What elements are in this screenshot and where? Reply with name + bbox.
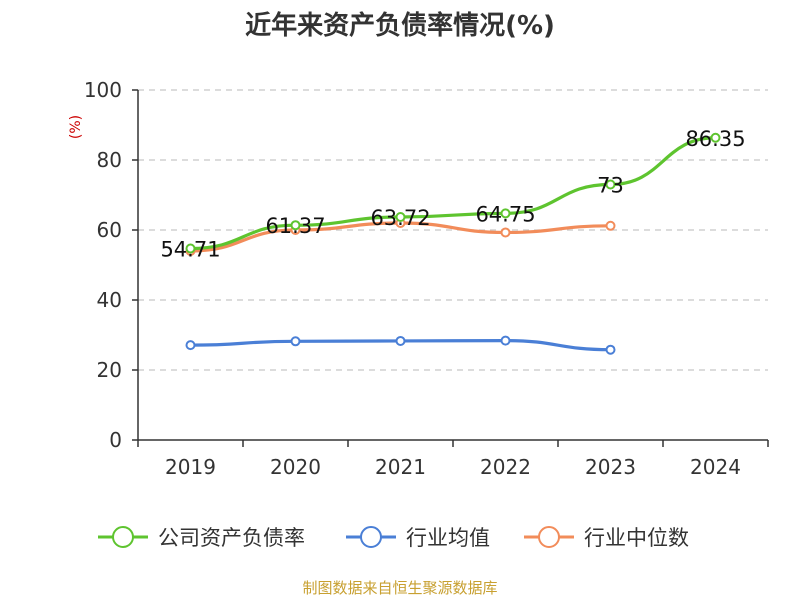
- x-tick-label: 2021: [375, 455, 426, 479]
- data-point: [395, 335, 406, 346]
- data-label: 86.35: [685, 127, 745, 151]
- data-label: 64.75: [475, 202, 535, 226]
- data-label: 61.37: [265, 214, 325, 238]
- data-point: [500, 335, 511, 346]
- data-label: 73: [597, 174, 624, 198]
- series-layer: [185, 132, 721, 355]
- data-point: [605, 179, 616, 190]
- x-tick-label: 2020: [270, 455, 321, 479]
- x-tick-label: 2024: [690, 455, 741, 479]
- legend-label: 行业均值: [406, 526, 490, 550]
- data-point: [500, 208, 511, 219]
- x-tick-label: 2019: [165, 455, 216, 479]
- data-point: [290, 336, 301, 347]
- y-tick-label: 20: [97, 358, 122, 382]
- y-tick-label: 80: [97, 148, 122, 172]
- grid-layer: [138, 89, 768, 371]
- axes-layer: 0 20 40 60 80 100 2019 2020 2021 2022 2023 2024: [84, 78, 769, 479]
- y-tick-label: 40: [97, 288, 122, 312]
- data-labels-layer: 54.71 61.37 63.72 64.75 73 86.35: [160, 127, 745, 262]
- legend-label: 公司资产负债率: [158, 526, 305, 550]
- y-tick-label: 60: [97, 218, 122, 242]
- data-point: [605, 344, 616, 355]
- data-point: [605, 220, 616, 231]
- y-tick-label: 100: [84, 78, 122, 102]
- source-note: 制图数据来自恒生聚源数据库: [302, 579, 497, 597]
- data-point: [185, 340, 196, 351]
- data-point: [710, 132, 721, 143]
- data-point: [395, 211, 406, 222]
- y-tick-label: 0: [109, 428, 122, 452]
- x-tick-label: 2022: [480, 455, 531, 479]
- legend-marker: [538, 526, 560, 548]
- legend-marker: [112, 526, 134, 548]
- data-label: 54.71: [160, 238, 220, 262]
- legend-label: 行业中位数: [584, 526, 689, 550]
- chart-title: 近年来资产负债率情况(%): [245, 10, 555, 41]
- y-axis-label: (%): [68, 115, 84, 139]
- legend: 公司资产负债率 行业均值 行业中位数: [98, 526, 689, 550]
- data-label: 63.72: [370, 206, 430, 230]
- legend-marker: [360, 526, 382, 548]
- data-point: [290, 220, 301, 231]
- series-line: [188, 136, 718, 251]
- data-point: [500, 227, 511, 238]
- data-point: [185, 243, 196, 254]
- x-tick-label: 2023: [585, 455, 636, 479]
